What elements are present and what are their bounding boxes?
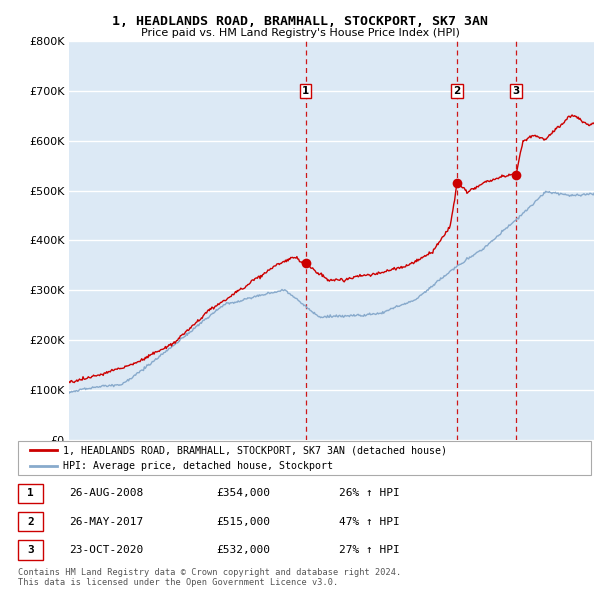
Text: 2018: 2018 (463, 444, 472, 467)
Text: 2016: 2016 (428, 444, 437, 467)
Text: 26-AUG-2008: 26-AUG-2008 (69, 489, 143, 498)
Text: 26% ↑ HPI: 26% ↑ HPI (339, 489, 400, 498)
Text: 2000: 2000 (151, 444, 160, 467)
Text: 3: 3 (27, 545, 34, 555)
Text: 1995: 1995 (65, 444, 74, 467)
Text: 2005: 2005 (238, 444, 247, 467)
Text: 2013: 2013 (376, 444, 385, 467)
Text: 1997: 1997 (99, 444, 108, 467)
Text: 2003: 2003 (203, 444, 212, 467)
Text: 2023: 2023 (550, 444, 559, 467)
Text: 2007: 2007 (272, 444, 281, 467)
Text: 2006: 2006 (255, 444, 264, 467)
Text: 2010: 2010 (325, 444, 334, 467)
Text: 2020: 2020 (497, 444, 506, 467)
Text: £354,000: £354,000 (216, 489, 270, 498)
Text: 2014: 2014 (394, 444, 403, 467)
Text: 2001: 2001 (169, 444, 178, 467)
Text: 2009: 2009 (307, 444, 316, 467)
Text: 1: 1 (27, 489, 34, 498)
Text: 2011: 2011 (342, 444, 351, 467)
Text: 2008: 2008 (290, 444, 299, 467)
Text: £532,000: £532,000 (216, 545, 270, 555)
Text: 1, HEADLANDS ROAD, BRAMHALL, STOCKPORT, SK7 3AN (detached house): 1, HEADLANDS ROAD, BRAMHALL, STOCKPORT, … (63, 445, 447, 455)
Text: 23-OCT-2020: 23-OCT-2020 (69, 545, 143, 555)
Text: 27% ↑ HPI: 27% ↑ HPI (339, 545, 400, 555)
Text: 26-MAY-2017: 26-MAY-2017 (69, 517, 143, 526)
Text: This data is licensed under the Open Government Licence v3.0.: This data is licensed under the Open Gov… (18, 578, 338, 587)
Text: £515,000: £515,000 (216, 517, 270, 526)
Text: 2021: 2021 (515, 444, 524, 467)
Text: 2002: 2002 (186, 444, 195, 467)
Text: Price paid vs. HM Land Registry's House Price Index (HPI): Price paid vs. HM Land Registry's House … (140, 28, 460, 38)
Text: 2025: 2025 (584, 444, 593, 467)
Text: 3: 3 (512, 86, 520, 96)
Text: HPI: Average price, detached house, Stockport: HPI: Average price, detached house, Stoc… (63, 461, 333, 471)
Text: 2: 2 (27, 517, 34, 526)
Text: 2019: 2019 (481, 444, 490, 467)
Text: 2012: 2012 (359, 444, 368, 467)
Text: 2017: 2017 (446, 444, 455, 467)
Text: 1, HEADLANDS ROAD, BRAMHALL, STOCKPORT, SK7 3AN: 1, HEADLANDS ROAD, BRAMHALL, STOCKPORT, … (112, 15, 488, 28)
Text: 1999: 1999 (134, 444, 143, 467)
Text: Contains HM Land Registry data © Crown copyright and database right 2024.: Contains HM Land Registry data © Crown c… (18, 568, 401, 577)
Text: 1996: 1996 (82, 444, 91, 467)
Text: 2015: 2015 (411, 444, 420, 467)
Text: 2024: 2024 (567, 444, 576, 466)
Text: 1: 1 (302, 86, 309, 96)
Text: 47% ↑ HPI: 47% ↑ HPI (339, 517, 400, 526)
Text: 2004: 2004 (220, 444, 229, 467)
Text: 1998: 1998 (116, 444, 125, 467)
Text: 2022: 2022 (532, 444, 541, 466)
Text: 2: 2 (454, 86, 461, 96)
